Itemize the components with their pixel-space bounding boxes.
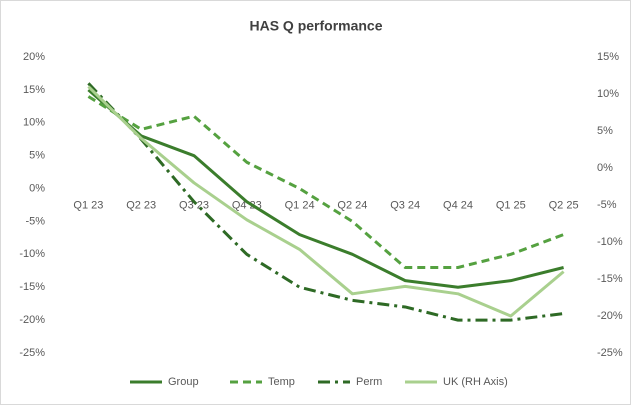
y-tick-label: 0%	[29, 182, 45, 194]
y-tick-label: -25%	[19, 347, 45, 359]
y2-tick-label: 0%	[597, 162, 613, 174]
y2-tick-label: 15%	[597, 51, 619, 63]
x-tick-label: Q4 24	[443, 199, 473, 211]
x-tick-label: Q1 24	[285, 199, 315, 211]
y-tick-label: -10%	[19, 248, 45, 260]
chart-title: HAS Q performance	[249, 18, 382, 34]
y-tick-label: 15%	[23, 84, 45, 96]
y2-tick-label: -5%	[597, 199, 617, 211]
y-tick-label: -20%	[19, 314, 45, 326]
x-tick-label: Q4 23	[232, 199, 262, 211]
legend-label: Temp	[268, 376, 295, 388]
x-tick-label: Q3 24	[390, 199, 420, 211]
y2-tick-label: -10%	[597, 236, 623, 248]
y2-tick-label: 10%	[597, 88, 619, 100]
y-tick-label: -5%	[25, 215, 45, 227]
legend-label: UK (RH Axis)	[443, 376, 508, 388]
y-tick-label: 20%	[23, 51, 45, 63]
legend-label: Group	[168, 376, 199, 388]
x-tick-label: Q2 24	[337, 199, 367, 211]
y2-tick-label: 5%	[597, 125, 613, 137]
y-tick-label: 5%	[29, 150, 45, 162]
y2-tick-label: -20%	[597, 310, 623, 322]
y-tick-label: 10%	[23, 117, 45, 129]
x-tick-label: Q1 25	[496, 199, 526, 211]
y2-tick-label: -15%	[597, 273, 623, 285]
x-tick-label: Q2 25	[549, 199, 579, 211]
series-line	[87, 88, 564, 289]
legend-label: Perm	[356, 376, 382, 388]
y2-tick-label: -25%	[597, 347, 623, 359]
series-line	[87, 95, 565, 269]
x-tick-label: Q2 23	[126, 199, 156, 211]
x-tick-label: Q1 23	[73, 199, 103, 211]
series-line	[87, 85, 565, 318]
y-tick-label: -15%	[19, 281, 45, 293]
series-line	[87, 82, 564, 322]
